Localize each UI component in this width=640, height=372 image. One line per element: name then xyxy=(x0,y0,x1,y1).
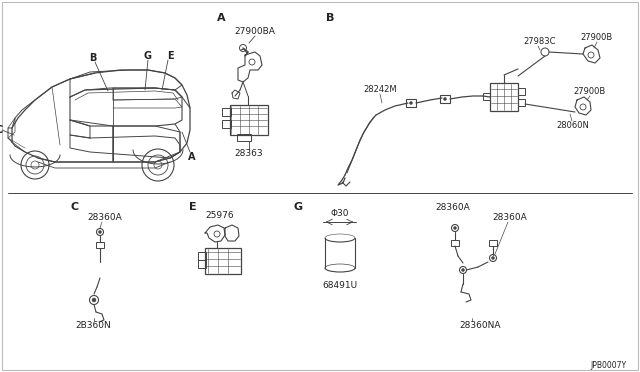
Bar xyxy=(451,240,459,246)
Bar xyxy=(518,99,525,106)
Text: 28242M: 28242M xyxy=(363,86,397,94)
Circle shape xyxy=(461,269,465,272)
Text: 2B360N: 2B360N xyxy=(75,321,111,330)
Circle shape xyxy=(454,227,456,230)
Text: G: G xyxy=(293,202,303,212)
Bar xyxy=(518,88,525,95)
Bar xyxy=(96,242,104,248)
Text: C: C xyxy=(0,125,3,135)
Text: 28060N: 28060N xyxy=(557,121,589,129)
Circle shape xyxy=(444,97,447,100)
Bar xyxy=(222,108,231,116)
Bar xyxy=(230,105,268,135)
Circle shape xyxy=(99,231,102,234)
Bar xyxy=(489,240,497,246)
Circle shape xyxy=(92,298,96,302)
Text: 28363: 28363 xyxy=(235,150,263,158)
Text: A: A xyxy=(188,152,196,162)
Bar xyxy=(440,95,450,103)
Bar xyxy=(222,120,231,128)
Bar xyxy=(406,99,416,107)
Text: E: E xyxy=(189,202,197,212)
Text: A: A xyxy=(217,13,225,23)
Text: 25976: 25976 xyxy=(205,211,234,219)
Circle shape xyxy=(492,257,495,260)
Text: 28360A: 28360A xyxy=(436,202,470,212)
Bar xyxy=(198,260,206,268)
Text: Φ30: Φ30 xyxy=(331,209,349,218)
Circle shape xyxy=(410,102,413,105)
Bar xyxy=(205,248,241,274)
Text: 28360NA: 28360NA xyxy=(460,321,500,330)
Text: 27900BA: 27900BA xyxy=(235,28,275,36)
Text: 28360A: 28360A xyxy=(493,214,527,222)
Text: 27900B: 27900B xyxy=(581,33,613,42)
Text: 27900B: 27900B xyxy=(574,87,606,96)
Text: E: E xyxy=(166,51,173,61)
Text: 27983C: 27983C xyxy=(524,38,556,46)
Text: B: B xyxy=(90,53,97,63)
Bar xyxy=(483,93,490,100)
Text: JPB0007Y: JPB0007Y xyxy=(590,360,626,369)
Text: 68491U: 68491U xyxy=(323,280,358,289)
Text: C: C xyxy=(71,202,79,212)
Bar xyxy=(198,252,206,260)
Text: G: G xyxy=(144,51,152,61)
Bar xyxy=(490,83,518,111)
Bar xyxy=(237,134,251,141)
Text: B: B xyxy=(326,13,334,23)
Text: 28360A: 28360A xyxy=(88,214,122,222)
